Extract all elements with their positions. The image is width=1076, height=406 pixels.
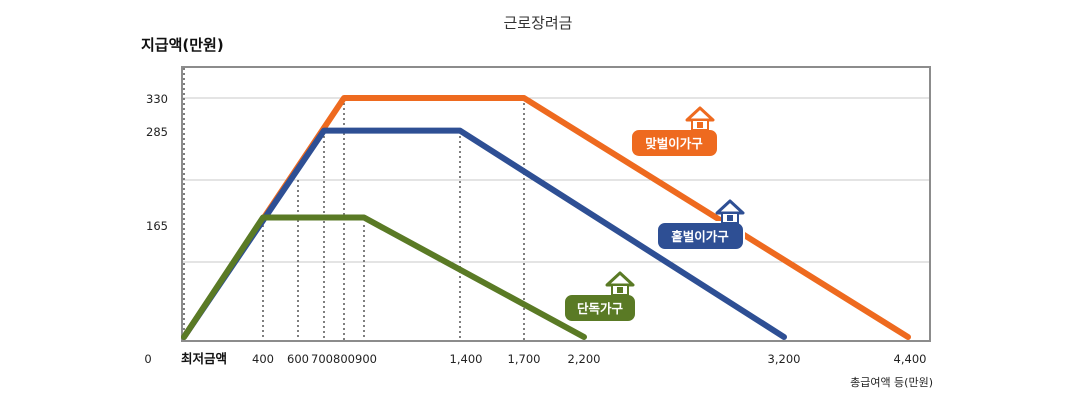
x-axis-label: 총급여액 등(만원) (850, 376, 933, 389)
legend-label-single-earner: 홑벌이가구 (671, 229, 729, 244)
house-icon (715, 199, 745, 224)
y-axis-label: 지급액(만원) (141, 36, 224, 54)
x-tick-1400: 1,400 (450, 352, 483, 366)
y-tick-330: 330 (146, 92, 168, 106)
y-tick-165: 165 (146, 219, 168, 233)
legend-single-earner: 홑벌이가구 (656, 199, 745, 251)
x-tick-min: 최저금액 (181, 351, 227, 366)
legend-badge-single-earner (656, 221, 745, 251)
x-tick-600: 600 (287, 352, 309, 366)
x-tick-400: 400 (252, 352, 274, 366)
legend-couple: 맞벌이가구 (630, 106, 719, 158)
x-tick-2200: 2,200 (568, 352, 601, 366)
legend-label-single-person: 단독가구 (577, 301, 624, 316)
legend-single-person: 단독가구 (563, 271, 637, 323)
house-icon (605, 271, 635, 296)
x-tick-900: 900 (355, 352, 377, 366)
x-tick-700: 700 (311, 352, 333, 366)
legend-label-couple: 맞벌이가구 (645, 136, 703, 151)
y-tick-285: 285 (146, 125, 168, 139)
x-tick-3200: 3,200 (768, 352, 801, 366)
x-tick-0: 0 (144, 352, 151, 366)
chart-title: 근로장려금 (503, 14, 572, 32)
gridlines (183, 97, 929, 263)
legend-badge-couple (630, 128, 719, 158)
house-icon (685, 106, 715, 131)
x-tick-800: 800 (333, 352, 355, 366)
legend-badge-single-person (563, 293, 637, 323)
x-tick-1700: 1,700 (508, 352, 541, 366)
plot-frame (181, 66, 931, 342)
x-tick-4400: 4,400 (894, 352, 927, 366)
x-ticks: 0 최저금액 400 600 700 800 900 1,400 1,700 2… (144, 351, 926, 366)
series-line-single-person (181, 214, 587, 340)
